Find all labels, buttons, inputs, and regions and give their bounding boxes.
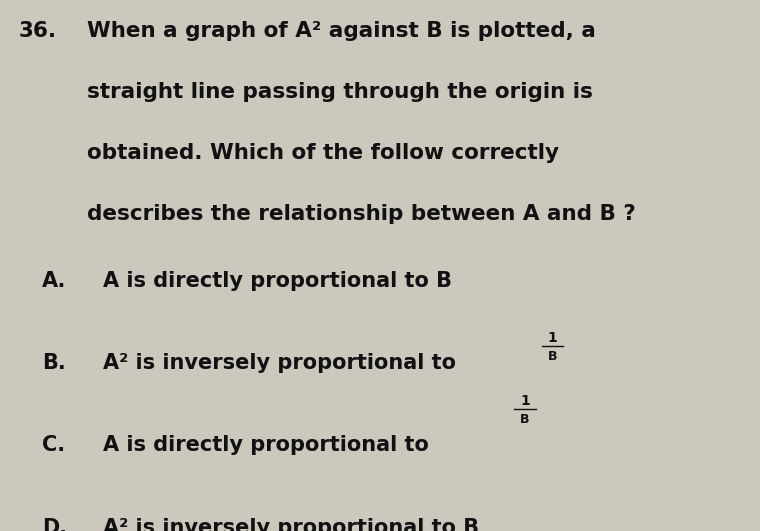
Text: B: B [547,350,557,363]
Text: C.: C. [42,435,65,456]
Text: describes the relationship between A and B ?: describes the relationship between A and… [87,204,636,225]
Text: A² is inversely proportional to: A² is inversely proportional to [103,353,463,373]
Text: A² is inversely proportional to B: A² is inversely proportional to B [103,518,479,531]
Text: straight line passing through the origin is: straight line passing through the origin… [87,82,594,102]
Text: When a graph of A² against B is plotted, a: When a graph of A² against B is plotted,… [87,21,597,41]
Text: B.: B. [42,353,65,373]
Text: B: B [521,414,530,426]
Text: 36.: 36. [19,21,57,41]
Text: A.: A. [42,271,66,291]
Text: A is directly proportional to: A is directly proportional to [103,435,435,456]
Text: 1: 1 [521,394,530,408]
Text: obtained. Which of the follow correctly: obtained. Which of the follow correctly [87,143,559,164]
Text: 1: 1 [547,331,557,345]
Text: A is directly proportional to B: A is directly proportional to B [103,271,451,291]
Text: D.: D. [42,518,67,531]
